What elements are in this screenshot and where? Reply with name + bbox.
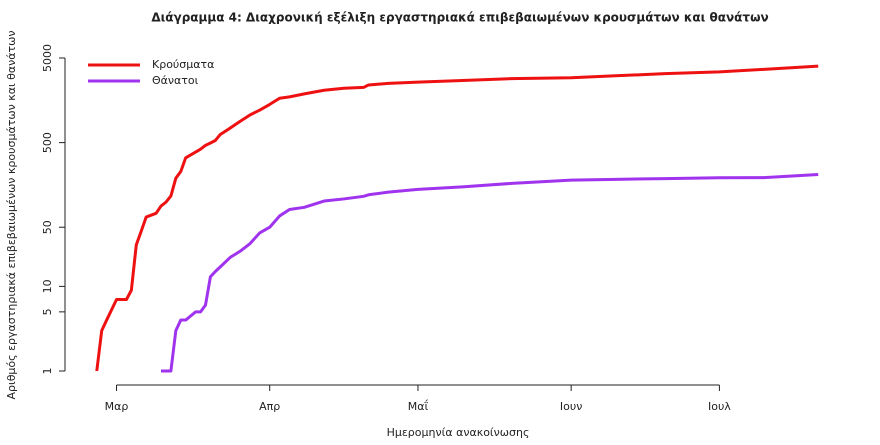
chart-title: Διάγραμμα 4: Διαχρονική εξέλιξη εργαστηρ… [151, 11, 768, 25]
x-axis-label: Ημερομηνία ανακοίνωσης [387, 426, 530, 439]
y-tick-label: 50 [41, 220, 54, 234]
y-axis-label: Αριθμός εργαστηριακά επιβεβαιωμένων κρου… [5, 30, 18, 399]
y-tick-label: 1 [41, 368, 54, 375]
legend-label: Θάνατοι [152, 74, 199, 87]
legend-label: Κρούσματα [152, 58, 214, 71]
x-tick-label: Μαΐ [408, 399, 429, 413]
y-tick-label: 500 [41, 132, 54, 153]
data-line [161, 173, 819, 373]
x-tick-label: Ιουλ [708, 400, 731, 413]
x-tick-label: Απρ [259, 400, 280, 413]
y-tick-label: 10 [41, 279, 54, 293]
x-tick-label: Μαρ [105, 400, 129, 413]
data-line [95, 64, 819, 372]
x-tick-label: Ιουν [560, 400, 582, 413]
y-tick-label: 5 [41, 308, 54, 315]
y-tick-label: 5000 [41, 44, 54, 72]
